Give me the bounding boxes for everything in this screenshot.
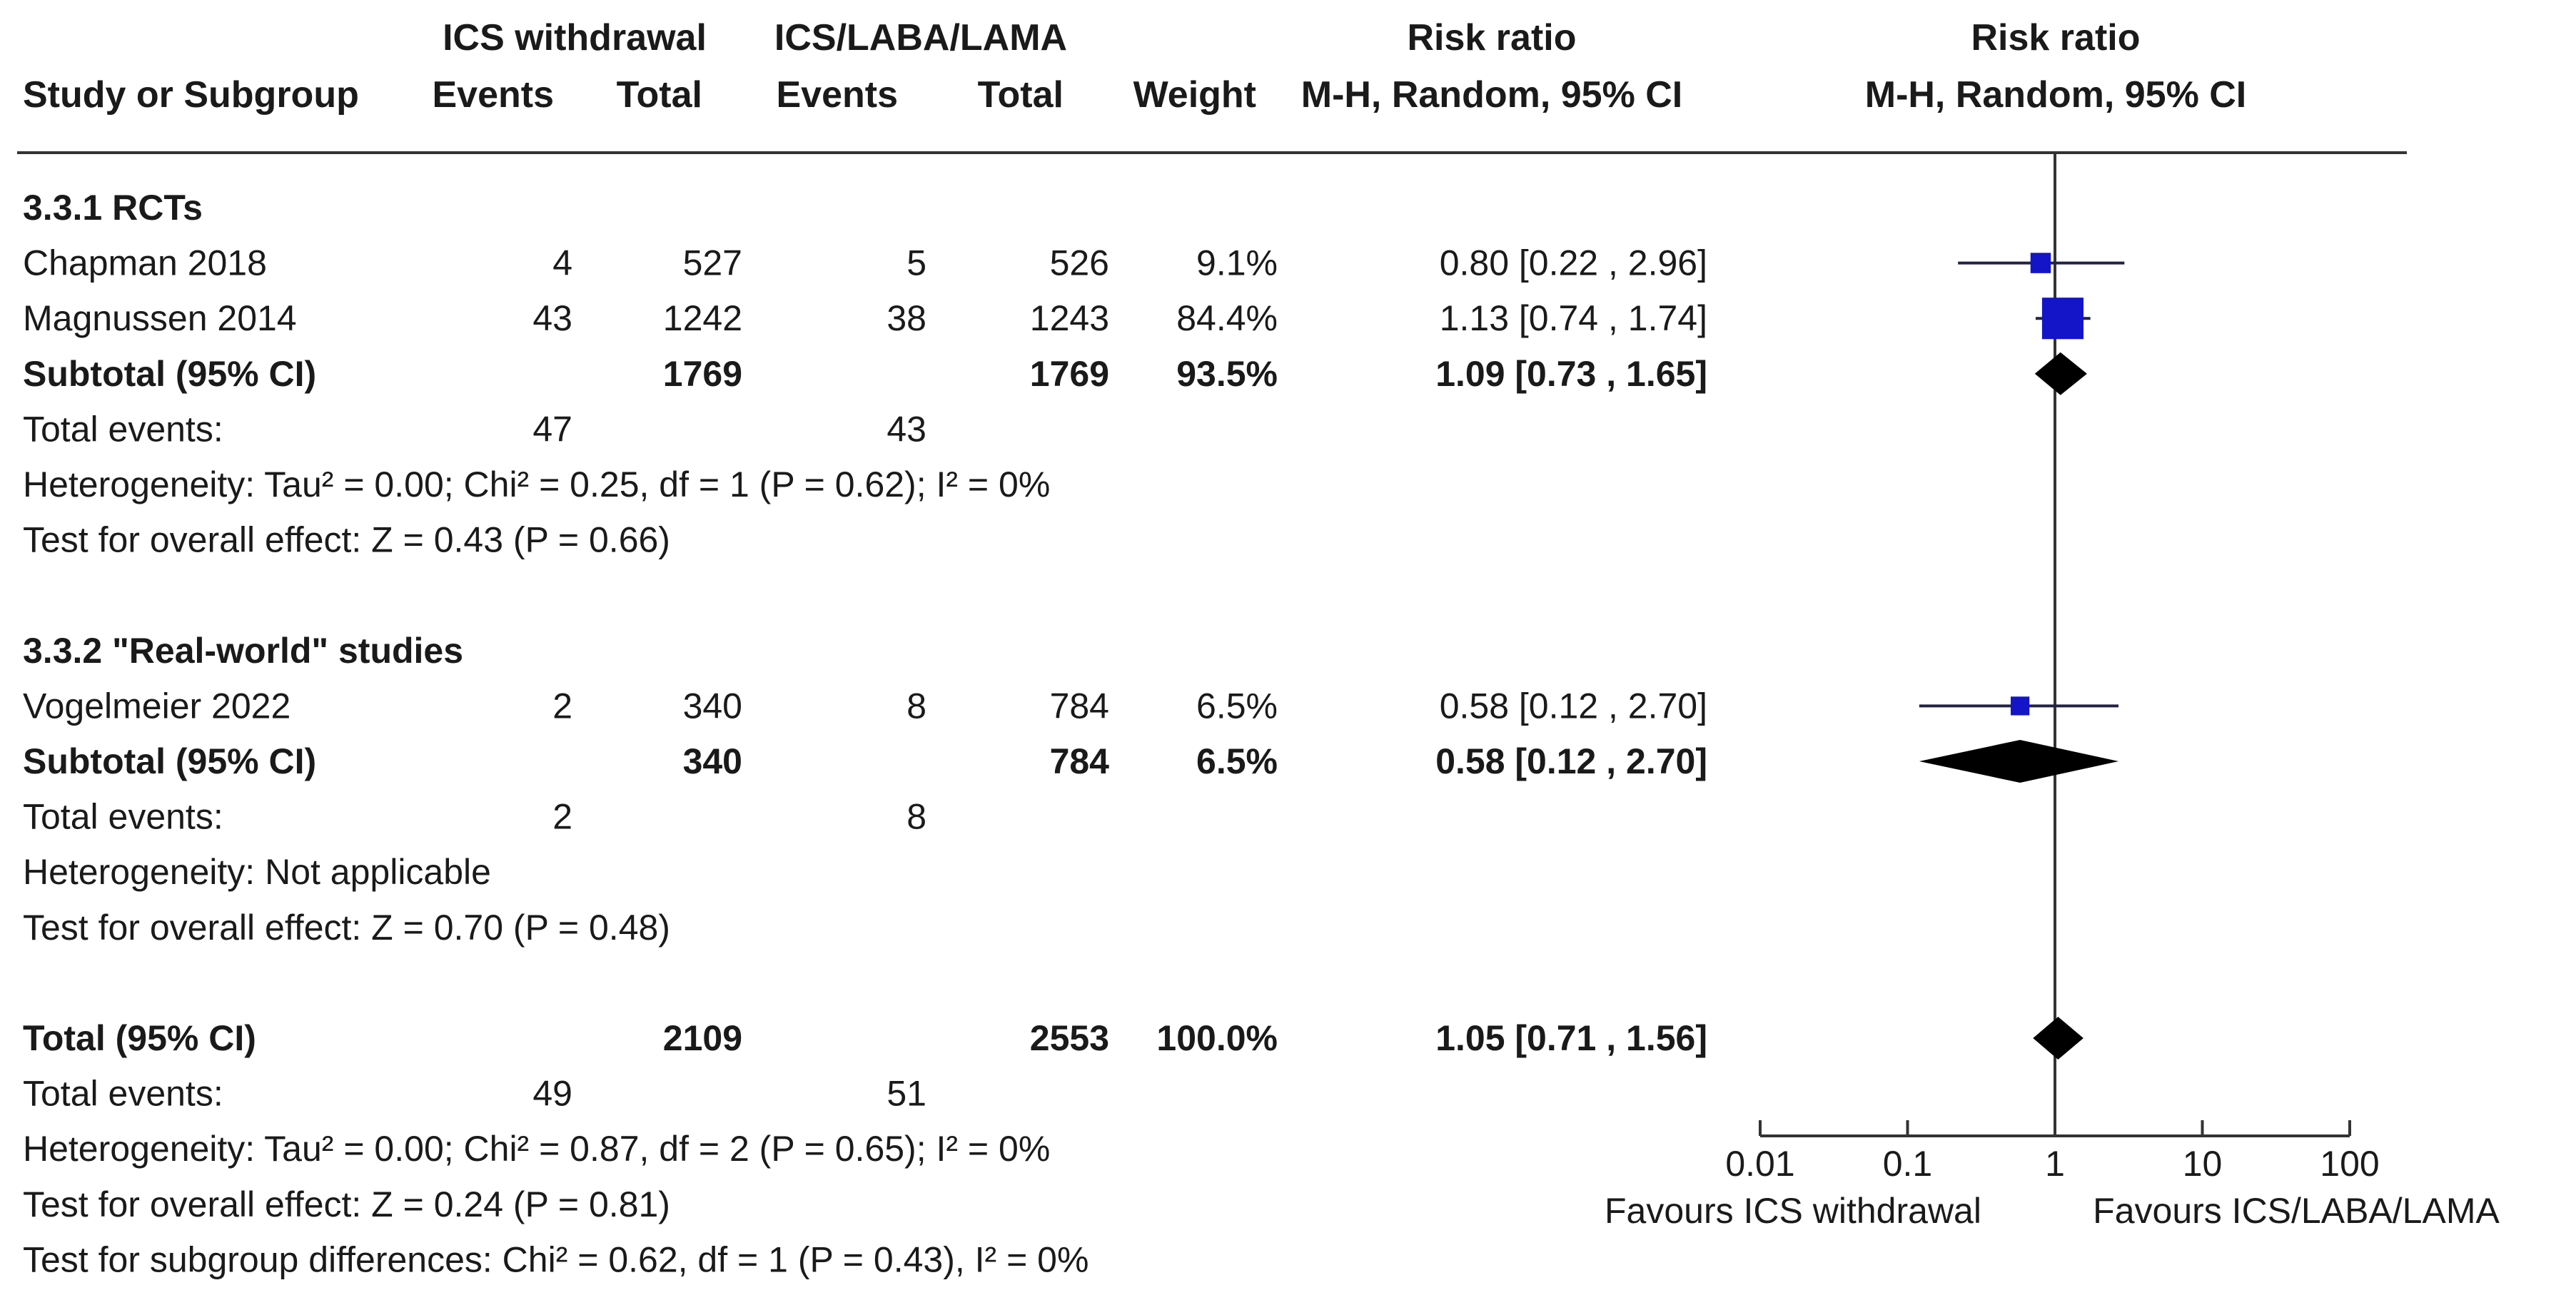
total-group2: 784 (1050, 686, 1109, 726)
pooled-estimate-diamond (1919, 740, 2119, 783)
subtotal-total-group1: 1769 (663, 354, 742, 394)
total-events-group2: 51 (887, 1074, 926, 1114)
total-events-label: Total events: (23, 797, 223, 837)
total-events-label: Total events: (23, 1074, 223, 1114)
study-name: Vogelmeier 2022 (23, 686, 291, 726)
favours-right-label: Favours ICS/LABA/LAMA (2093, 1191, 2500, 1231)
statistics-note: Heterogeneity: Tau² = 0.00; Chi² = 0.87,… (23, 1129, 1050, 1169)
subgroup-title: 3.3.1 RCTs (23, 188, 203, 228)
total-events-group2: 8 (906, 797, 926, 837)
weight-value: 84.4% (1176, 298, 1278, 338)
total-risk-ratio-ci: 1.05 [0.71 , 1.56] (1435, 1018, 1707, 1058)
risk-ratio-ci: 0.80 [0.22 , 2.96] (1440, 243, 1707, 283)
subtotal-label: Subtotal (95% CI) (23, 354, 316, 394)
x-tick-label: 10 (2183, 1144, 2223, 1184)
pooled-estimate-diamond (2034, 352, 2087, 395)
pooled-estimate-diamond (2033, 1017, 2083, 1060)
events-group2: 8 (906, 686, 926, 726)
events-group1: 43 (532, 298, 572, 338)
subtotal-risk-ratio-ci: 0.58 [0.12 , 2.70] (1435, 741, 1707, 781)
statistics-note: Heterogeneity: Tau² = 0.00; Chi² = 0.25,… (23, 464, 1050, 504)
header-method-table: M-H, Random, 95% CI (1301, 74, 1683, 116)
study-estimate-square (2011, 696, 2030, 716)
subtotal-total-group2: 1769 (1030, 354, 1109, 394)
study-estimate-square (2041, 298, 2084, 340)
header-group1: ICS withdrawal (443, 17, 707, 59)
risk-ratio-ci: 0.58 [0.12 , 2.70] (1440, 686, 1707, 726)
plot-area: 0.01 0.1 1 10 100 Favours ICS withdrawal Favou… (1605, 153, 2500, 1231)
statistics-note: Test for overall effect: Z = 0.24 (P = 0… (23, 1184, 670, 1224)
events-group2: 38 (887, 298, 926, 338)
weight-value: 6.5% (1196, 686, 1278, 726)
subtotal-weight: 6.5% (1196, 741, 1278, 781)
statistics-note: Test for overall effect: Z = 0.43 (P = 0… (23, 520, 670, 560)
statistics-note: Test for overall effect: Z = 0.70 (P = 0… (23, 908, 670, 948)
header-group2: ICS/LABA/LAMA (774, 17, 1067, 59)
total-label: Total (95% CI) (23, 1018, 256, 1058)
total-events-label: Total events: (23, 409, 223, 449)
weight-value: 9.1% (1196, 243, 1278, 283)
subtotal-weight: 93.5% (1176, 354, 1278, 394)
table-rows: 3.3.1 RCTs Chapman 2018 4 527 5 526 9.1% 0.80 [… (23, 188, 1707, 1279)
total-events-group2: 43 (887, 409, 926, 449)
header-risk-ratio-plot: Risk ratio (1971, 17, 2141, 59)
events-group1: 4 (552, 243, 572, 283)
subtotal-total-group1: 340 (683, 741, 742, 781)
header-study: Study or Subgroup (23, 74, 359, 116)
total-events-group1: 2 (552, 797, 572, 837)
total-group1: 1242 (663, 298, 742, 338)
total-group2: 526 (1050, 243, 1109, 283)
total-weight: 100.0% (1156, 1018, 1278, 1058)
header-total2: Total (978, 74, 1064, 116)
header-events1: Events (432, 74, 554, 116)
subtotal-total-group2: 784 (1050, 741, 1110, 781)
total-total-group1: 2109 (663, 1018, 742, 1058)
total-group1: 527 (683, 243, 742, 283)
subtotal-label: Subtotal (95% CI) (23, 741, 316, 781)
header-risk-ratio-table: Risk ratio (1408, 17, 1577, 59)
x-tick-label: 1 (2045, 1144, 2065, 1184)
subgroup-title: 3.3.2 "Real-world" studies (23, 631, 463, 671)
x-tick-label: 0.01 (1725, 1144, 1794, 1184)
x-tick-label: 0.1 (1883, 1144, 1933, 1184)
risk-ratio-ci: 1.13 [0.74 , 1.74] (1440, 298, 1707, 338)
study-estimate-square (2030, 253, 2051, 273)
total-group2: 1243 (1030, 298, 1109, 338)
total-events-group1: 49 (532, 1074, 572, 1114)
header-events2: Events (776, 74, 898, 116)
study-name: Chapman 2018 (23, 243, 267, 283)
events-group1: 2 (552, 686, 572, 726)
subtotal-risk-ratio-ci: 1.09 [0.73 , 1.65] (1435, 354, 1707, 394)
x-tick-label: 100 (2320, 1144, 2379, 1184)
study-name: Magnussen 2014 (23, 298, 297, 338)
total-events-group1: 47 (532, 409, 572, 449)
total-group1: 340 (683, 686, 742, 726)
header-total1: Total (617, 74, 702, 116)
total-total-group2: 2553 (1030, 1018, 1109, 1058)
statistics-note: Heterogeneity: Not applicable (23, 852, 491, 892)
statistics-note: Test for subgroup differences: Chi² = 0.… (23, 1239, 1089, 1279)
header-method-plot: M-H, Random, 95% CI (1865, 74, 2247, 116)
header-weight: Weight (1133, 74, 1256, 116)
events-group2: 5 (906, 243, 926, 283)
favours-left-label: Favours ICS withdrawal (1605, 1191, 1981, 1231)
